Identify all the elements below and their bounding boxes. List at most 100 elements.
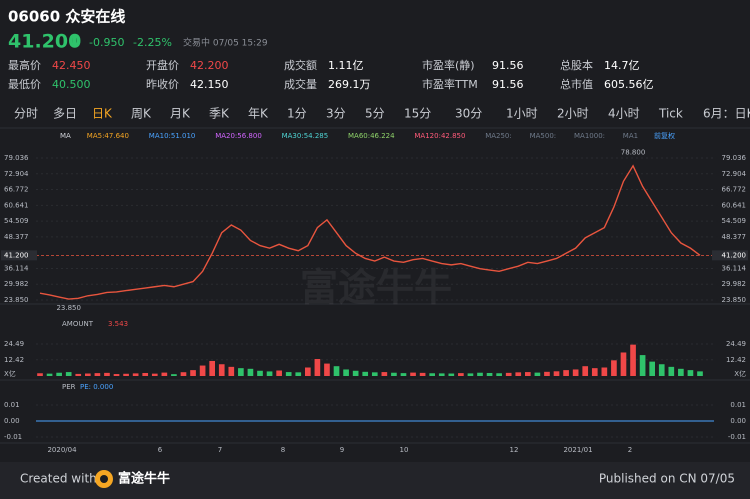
tab[interactable]: 日K [92,107,113,121]
volume-bar [295,372,302,376]
volume-bar [218,364,225,376]
volume-bar [563,370,569,376]
stat-value: 91.56 [492,59,524,72]
y-tick-label: 54.509 [4,217,29,225]
tab[interactable]: 年K [248,107,269,121]
y-tick-label: 0.00 [4,417,20,425]
y-tick-label: 72.904 [4,170,29,178]
volume-bar [209,360,216,376]
tab[interactable]: 5分 [365,107,385,121]
y-tick-label: 29.982 [722,280,747,288]
tab[interactable]: 3分 [326,107,346,121]
volume-bar [381,372,388,376]
legend-value: PE: 0.000 [80,383,113,391]
volume-bar [410,372,416,376]
volume-bar [553,371,560,376]
volume-bar [630,344,636,376]
volume-bar [113,374,120,376]
y-tick-label: 54.509 [722,217,747,225]
volume-bar [544,371,550,376]
volume-bar [94,373,101,376]
volume-bar [84,373,91,376]
y-tick-label: 24.49 [4,340,24,348]
ma-legend: 前复权 [654,131,675,140]
y-tick-label: 0.01 [4,401,20,409]
volume-bar [238,368,244,376]
tab[interactable]: 4小时 [608,107,640,121]
x-tick-label: 2 [628,446,632,454]
x-tick-label: 2020/04 [47,446,77,454]
stat-label: 昨收价 [146,77,179,91]
legend: AMOUNT [62,320,94,328]
x-tick-label: 12 [510,446,519,454]
legend: PER [62,383,76,391]
volume-bar [151,373,158,376]
tab[interactable]: 1分 [287,107,307,121]
volume-bar [477,372,483,376]
x-tick-label: 2021/01 [563,446,592,454]
y-tick-label: 66.772 [4,186,29,194]
tab[interactable]: 季K [209,107,230,121]
tab[interactable]: 15分 [404,107,431,121]
ma-legend: MA [60,132,71,140]
y-tick-label: 72.904 [722,170,747,178]
ma-legend: MA10:51.010 [149,132,196,140]
y-tick-label: 36.114 [722,264,747,272]
volume-bar [515,372,522,376]
volume-bar [266,371,273,376]
ma-legend: MA30:54.285 [282,132,329,140]
stat-value: 269.1万 [328,78,371,91]
stat-value: 1.11亿 [328,59,364,72]
tab[interactable]: 6月：日K [703,107,750,121]
tab[interactable]: 分时 [14,107,38,121]
volume-bar [343,369,349,376]
volume-bar [572,369,579,376]
stat-label: 开盘价 [146,58,179,72]
volume-bar [180,372,187,376]
tab[interactable]: 1小时 [506,107,538,121]
volume-bar [467,373,474,376]
stat-label: 总市值 [560,77,593,91]
volume-bar [352,370,359,376]
y-tick-label: 0.00 [730,417,746,425]
tab[interactable]: 月K [170,107,191,121]
x-tick-label: 6 [158,446,163,454]
y-tick-label: -0.01 [4,433,22,441]
volume-bar [56,372,62,376]
watermark: 富途牛牛 [300,266,452,310]
volume-bar [171,374,177,376]
volume-bar [582,366,589,376]
stat-value: 40.500 [52,78,91,91]
volume-bar [142,372,149,376]
volume-bar [132,373,139,376]
stat-label: 市盈率TTM [422,77,478,91]
footer-created: Created with [20,472,97,486]
tab[interactable]: 周K [131,107,152,121]
stat-label: 成交额 [284,58,317,72]
ma-legend: MA1000: [574,132,605,140]
tab[interactable]: 2小时 [557,107,589,121]
tab[interactable]: Tick [658,107,683,121]
volume-bar [668,366,675,376]
tab[interactable]: 30分 [455,107,482,121]
volume-bar [199,365,206,376]
ma-legend: MA20:56.800 [215,132,262,140]
volume-bar [75,373,82,376]
y-tick-label: 29.982 [4,280,29,288]
volume-bar [486,372,493,376]
y-tick-label: 48.377 [4,233,29,241]
volume-bar [276,370,282,376]
ma-legend: MA120:42.850 [414,132,465,140]
volume-bar [496,373,502,376]
volume-bar [611,360,617,376]
volume-bar [391,372,397,376]
price-line [39,164,701,300]
y-tick-label: 36.114 [4,264,29,272]
volume-bar [591,368,598,376]
volume-bar [371,372,378,376]
change-pct: -2.25% [133,36,172,49]
stat-value: 91.56 [492,78,524,91]
arrow: ⬇ [68,32,81,51]
tab[interactable]: 多日 [53,107,77,121]
